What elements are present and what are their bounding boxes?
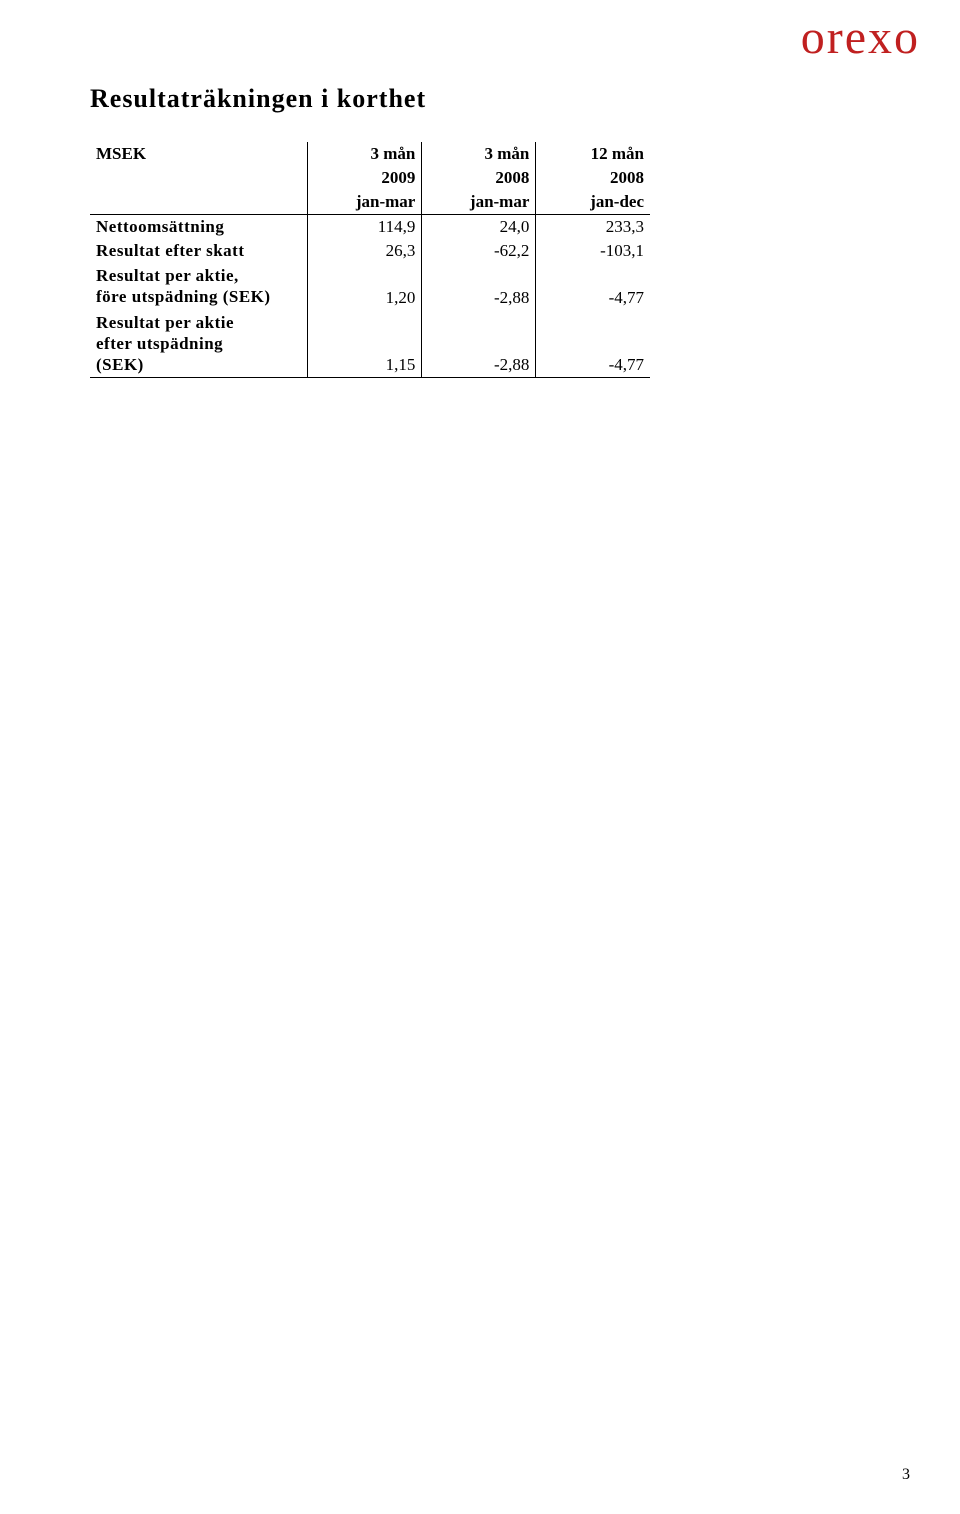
row2-label: Resultat per aktie,före utspädning (SEK) [90, 263, 308, 310]
hdr2b-c2: jan-mar [422, 190, 536, 215]
table-header-row-2a: 2009 2008 2008 [90, 166, 650, 190]
table-row: Resultat per aktieefter utspädning(SEK) … [90, 310, 650, 378]
table-row: Nettoomsättning 114,9 24,0 233,3 [90, 215, 650, 240]
row3-c3: -4,77 [536, 310, 650, 378]
page-title: Resultaträkningen i korthet [90, 84, 870, 114]
row2-c2: -2,88 [422, 263, 536, 310]
brand-logo: orexo [801, 10, 920, 65]
row0-c3: 233,3 [536, 215, 650, 240]
hdr2b-c1: jan-mar [308, 190, 422, 215]
table-header-row-2b: jan-mar jan-mar jan-dec [90, 190, 650, 215]
row2-c3: -4,77 [536, 263, 650, 310]
page-number: 3 [902, 1466, 910, 1484]
hdr1-c2: 3 mån [422, 142, 536, 166]
hdr2a-c3: 2008 [536, 166, 650, 190]
hdr2b-label [90, 190, 308, 215]
row3-label: Resultat per aktieefter utspädning(SEK) [90, 310, 308, 378]
table-row: Resultat efter skatt 26,3 -62,2 -103,1 [90, 239, 650, 263]
row0-label: Nettoomsättning [90, 215, 308, 240]
row1-c1: 26,3 [308, 239, 422, 263]
row2-c1: 1,20 [308, 263, 422, 310]
hdr1-label: MSEK [90, 142, 308, 166]
row1-c2: -62,2 [422, 239, 536, 263]
hdr2b-c3: jan-dec [536, 190, 650, 215]
page: orexo Resultaträkningen i korthet MSEK 3… [0, 0, 960, 1514]
table-header-row-1: MSEK 3 mån 3 mån 12 mån [90, 142, 650, 166]
row3-c2: -2,88 [422, 310, 536, 378]
hdr2a-c1: 2009 [308, 166, 422, 190]
hdr1-c1: 3 mån [308, 142, 422, 166]
summary-table: MSEK 3 mån 3 mån 12 mån 2009 2008 2008 j… [90, 142, 650, 378]
row3-c1: 1,15 [308, 310, 422, 378]
hdr1-c3: 12 mån [536, 142, 650, 166]
row1-c3: -103,1 [536, 239, 650, 263]
row0-c1: 114,9 [308, 215, 422, 240]
table-row: Resultat per aktie,före utspädning (SEK)… [90, 263, 650, 310]
row1-label: Resultat efter skatt [90, 239, 308, 263]
row0-c2: 24,0 [422, 215, 536, 240]
hdr2a-label [90, 166, 308, 190]
hdr2a-c2: 2008 [422, 166, 536, 190]
